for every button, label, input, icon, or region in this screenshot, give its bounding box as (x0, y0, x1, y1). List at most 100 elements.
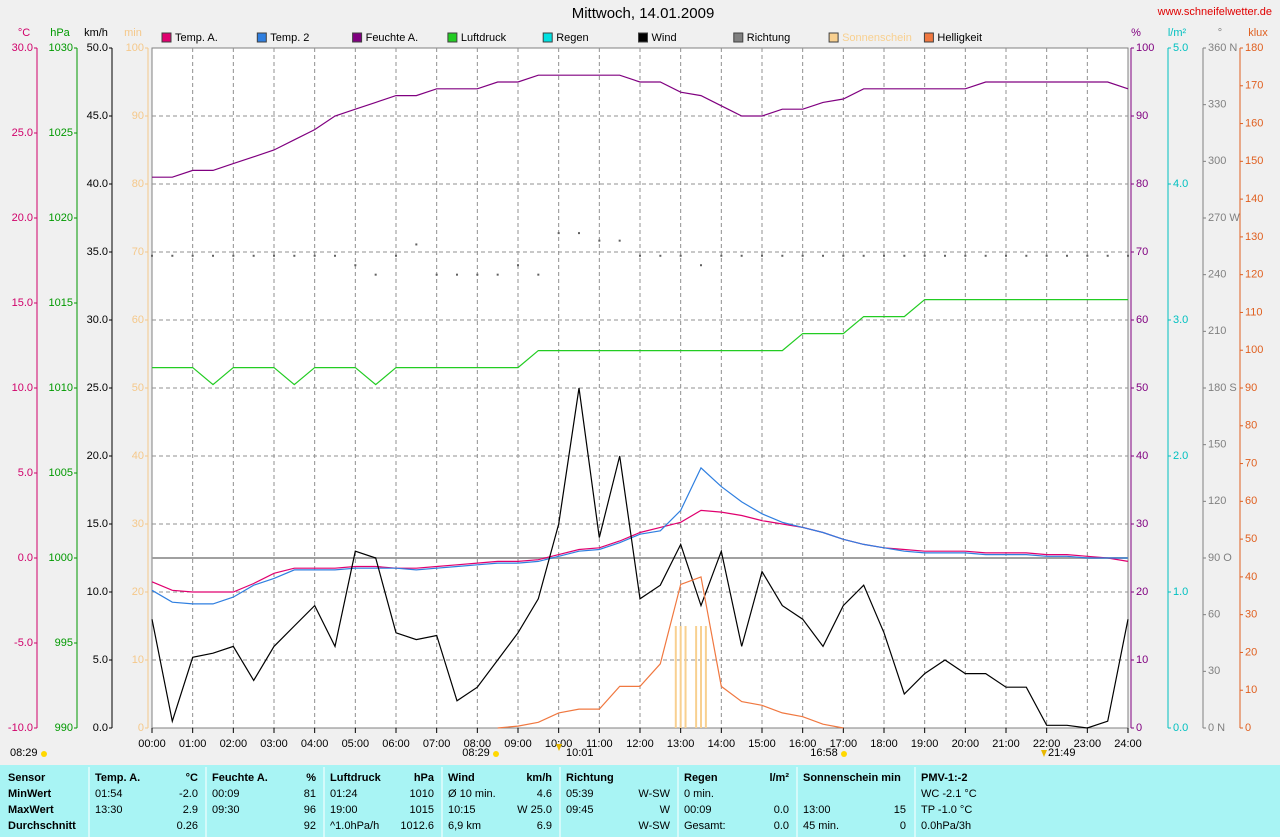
y-tick-label: 20 (132, 586, 144, 598)
table-header: Feuchte A. (212, 772, 268, 784)
direction-dot (598, 239, 601, 242)
direction-dot (191, 254, 194, 257)
y-tick-label: 30.0 (87, 314, 108, 326)
y-tick-label: 140 (1245, 193, 1263, 205)
direction-dot (883, 254, 885, 257)
table-cell: WC -2.1 °C (921, 788, 977, 800)
y-tick-label: 100 (126, 42, 144, 54)
table-cell: 00:09 (684, 804, 712, 816)
y-tick-label: 30 (1136, 518, 1148, 530)
y-tick-label: 50.0 (87, 42, 108, 54)
table-value: 0.0 (774, 820, 789, 832)
direction-dot (557, 232, 560, 235)
direction-dot (252, 254, 255, 257)
y-tick-label: -10.0 (8, 722, 33, 734)
direction-dot (1045, 254, 1048, 257)
direction-dot (171, 254, 174, 257)
sun-moon-time: 08:29 (462, 747, 490, 759)
y-tick-label: 0.0 (93, 722, 108, 734)
x-tick-label: 02:00 (220, 738, 248, 750)
y-tick-label: 70 (132, 246, 144, 258)
y-tick-label: 50 (132, 382, 144, 394)
direction-dot (740, 254, 743, 257)
y-tick-label: 40.0 (87, 178, 108, 190)
y-tick-label: 1005 (49, 467, 73, 479)
y-tick-label: 40 (1245, 571, 1257, 583)
legend-label: Wind (652, 32, 677, 44)
y-tick-label: 20.0 (12, 212, 33, 224)
direction-dot (537, 273, 540, 276)
y-tick-label: 1000 (49, 552, 73, 564)
x-tick-label: 10:00 (545, 738, 573, 750)
y-tick-label: 240 (1208, 269, 1226, 281)
x-tick-label: 23:00 (1074, 738, 1102, 750)
table-value: W 25.0 (517, 804, 552, 816)
y-tick-label: 90 (1245, 382, 1257, 394)
table-value: 96 (304, 804, 316, 816)
y-tick-label: 150 (1245, 155, 1263, 167)
y-tick-label: 150 (1208, 439, 1226, 451)
table-cell: 01:54 (95, 788, 123, 800)
y-tick-label: 20.0 (87, 450, 108, 462)
y-tick-label: 160 (1245, 117, 1263, 129)
y-tick-label: 1030 (49, 42, 73, 54)
direction-dot (456, 273, 458, 276)
y-tick-label: 120 (1208, 495, 1226, 507)
y-tick-label: 10 (1245, 684, 1257, 696)
table-header: Regen (684, 772, 718, 784)
table-cell: 09:30 (212, 804, 240, 816)
x-tick-label: 01:00 (179, 738, 207, 750)
y-tick-label: 90 O (1208, 552, 1232, 564)
table-value: -2.0 (179, 788, 198, 800)
legend-label: Luftdruck (461, 32, 507, 44)
table-value: 92 (304, 820, 316, 832)
y-tick-label: 15.0 (12, 297, 33, 309)
x-tick-label: 04:00 (301, 738, 329, 750)
direction-dot (1025, 254, 1028, 257)
y-tick-label: 100 (1245, 344, 1263, 356)
x-tick-label: 18:00 (870, 738, 898, 750)
y-tick-label: 30 (1245, 609, 1257, 621)
series-line (152, 74, 1129, 178)
direction-dot (212, 254, 214, 257)
y-tick-label: 80 (132, 178, 144, 190)
table-cell: Gesamt: (684, 820, 726, 832)
legend-swatch (923, 32, 934, 43)
table-value: 81 (304, 788, 316, 800)
y-tick-label: 60 (1136, 314, 1148, 326)
table-value: 15 (894, 804, 906, 816)
y-tick-label: 35.0 (87, 246, 108, 258)
x-tick-label: 12:00 (626, 738, 654, 750)
y-tick-label: 0 N (1208, 722, 1225, 734)
y-tick-label: 40 (132, 450, 144, 462)
direction-dot (984, 254, 987, 257)
y-tick-label: 50 (1245, 533, 1257, 545)
y-tick-label: 70 (1136, 246, 1148, 258)
legend-swatch (256, 32, 267, 43)
x-tick-label: 15:00 (748, 738, 776, 750)
table-cell: 0 min. (684, 788, 714, 800)
y-tick-label: 60 (132, 314, 144, 326)
y-tick-label: 80 (1136, 178, 1148, 190)
table-cell: Durchschnitt (8, 820, 76, 832)
table-value: 0.0 (774, 804, 789, 816)
y-tick-label: 25.0 (12, 127, 33, 139)
y-tick-label: 5.0 (93, 654, 108, 666)
y-tick-label: 1015 (49, 297, 73, 309)
direction-dot (639, 254, 641, 257)
y-tick-label: 15.0 (87, 518, 108, 530)
table-value: 1010 (410, 788, 434, 800)
table-cell: MinWert (8, 788, 52, 800)
y-tick-label: 100 (1136, 42, 1154, 54)
y-tick-label: 1010 (49, 382, 73, 394)
direction-dot (720, 254, 723, 257)
table-unit: hPa (414, 772, 435, 784)
legend-swatch (447, 32, 458, 43)
table-value: W-SW (638, 788, 670, 800)
table-cell: 01:24 (330, 788, 358, 800)
table-header: Temp. A. (95, 772, 140, 784)
table-value: 6.9 (537, 820, 552, 832)
y-tick-label: 90 (132, 110, 144, 122)
